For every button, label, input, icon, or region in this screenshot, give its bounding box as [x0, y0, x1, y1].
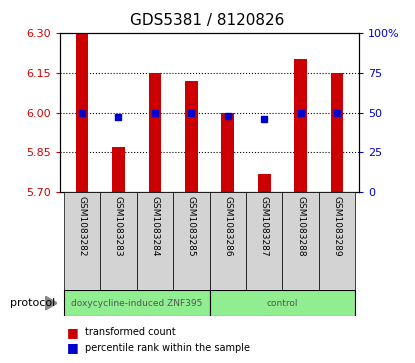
Bar: [112, 147, 125, 192]
Text: GSM1083287: GSM1083287: [260, 196, 269, 257]
Text: protocol: protocol: [10, 298, 56, 308]
Bar: [319, 192, 355, 290]
Bar: [294, 59, 307, 192]
Text: GSM1083288: GSM1083288: [296, 196, 305, 257]
Text: ■: ■: [66, 341, 78, 354]
Bar: [64, 290, 210, 316]
Bar: [173, 192, 210, 290]
Text: ■: ■: [66, 326, 78, 339]
Text: GSM1083289: GSM1083289: [332, 196, 342, 257]
Polygon shape: [45, 296, 57, 310]
Bar: [210, 192, 246, 290]
Text: doxycycline-induced ZNF395: doxycycline-induced ZNF395: [71, 299, 203, 307]
Text: percentile rank within the sample: percentile rank within the sample: [85, 343, 250, 353]
Bar: [331, 73, 344, 192]
Bar: [149, 73, 161, 192]
Text: control: control: [267, 299, 298, 307]
Bar: [185, 81, 198, 192]
Text: GSM1083284: GSM1083284: [150, 196, 159, 257]
Text: transformed count: transformed count: [85, 327, 176, 337]
Bar: [137, 192, 173, 290]
Bar: [222, 113, 234, 192]
Text: GSM1083285: GSM1083285: [187, 196, 196, 257]
Text: GSM1083283: GSM1083283: [114, 196, 123, 257]
Bar: [76, 33, 88, 192]
Bar: [246, 192, 283, 290]
Text: GDS5381 / 8120826: GDS5381 / 8120826: [130, 13, 285, 28]
Bar: [283, 192, 319, 290]
Bar: [210, 290, 355, 316]
Bar: [100, 192, 137, 290]
Text: GSM1083286: GSM1083286: [223, 196, 232, 257]
Bar: [258, 174, 271, 192]
Bar: [64, 192, 100, 290]
Text: GSM1083282: GSM1083282: [78, 196, 87, 257]
